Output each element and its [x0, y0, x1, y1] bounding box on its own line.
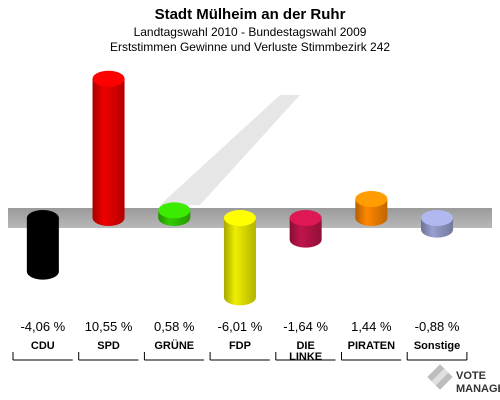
category-label: GRÜNE: [154, 339, 194, 352]
bar-die-linke: [289, 210, 322, 248]
vote-manager-logo: VOTE MANAGER: [427, 364, 500, 395]
value-label: 10,55 %: [85, 319, 133, 334]
bar-cdu: [26, 210, 59, 280]
category-label-group: CDU SPD GRÜNE FDP DIE LINKE PIRATEN Sonstige: [31, 339, 460, 363]
bar-group: [26, 70, 454, 306]
value-label: -6,01 %: [218, 319, 263, 334]
bar-sonstige: [421, 210, 454, 238]
value-label: 0,58 %: [154, 319, 195, 334]
chart-title: Stadt Mülheim an der Ruhr: [155, 6, 346, 23]
bar-grüne: [158, 202, 191, 226]
back-shadow: [160, 95, 300, 205]
category-label: CDU: [31, 340, 55, 352]
category-label: FDP: [229, 340, 251, 352]
value-label: -1,64 %: [283, 319, 328, 334]
bar-piraten: [355, 190, 388, 226]
value-label: -4,06 %: [20, 319, 65, 334]
chart-subtitle-1: Landtagswahl 2010 - Bundestagswahl 2009: [134, 25, 367, 39]
category-axis: [12, 352, 468, 361]
category-label: PIRATEN: [348, 340, 396, 352]
bar-spd: [92, 70, 125, 226]
logo-text-manager: MANAGER: [456, 383, 500, 395]
logo-text-vote: VOTE: [456, 370, 486, 382]
category-label: Sonstige: [414, 340, 460, 352]
bar-fdp: [223, 210, 256, 306]
value-label: 1,44 %: [351, 319, 392, 334]
value-label-group: -4,06 % 10,55 % 0,58 % -6,01 % -1,64 % 1,44 %…: [20, 319, 459, 334]
category-label: DIE LINKE: [289, 340, 322, 363]
value-label: -0,88 %: [415, 319, 460, 334]
chart-subtitle-2: Erststimmen Gewinne und Verluste Stimmbe…: [110, 40, 390, 54]
logo-check-icon: [427, 364, 453, 390]
category-label: SPD: [97, 340, 120, 352]
